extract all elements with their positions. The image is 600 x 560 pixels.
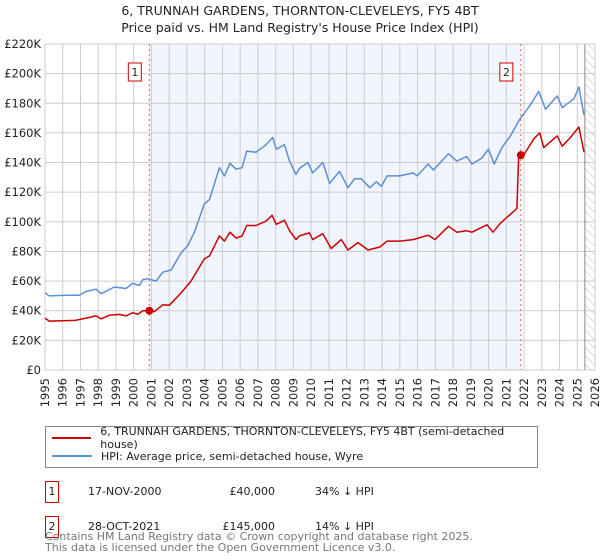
legend-swatch-hpi (52, 455, 92, 457)
series-line-hpi (44, 86, 585, 297)
series-line-property (44, 126, 585, 322)
x-tick-label: 2019 (464, 378, 478, 407)
footer-licence: This data is licensed under the Open Gov… (45, 541, 396, 554)
x-tick-label: 1996 (56, 378, 70, 407)
y-tick-label: £220K (4, 37, 41, 51)
legend-label-hpi: HPI: Average price, semi-detached house,… (101, 449, 364, 463)
x-tick-label: 2003 (180, 378, 194, 407)
y-tick-label: £180K (4, 96, 41, 110)
sale-row-1: 1 17-NOV-2000 £40,000 34% ↓ HPI (45, 481, 565, 503)
x-tick-label: 1999 (109, 378, 123, 407)
legend: 6, TRUNNAH GARDENS, THORNTON-CLEVELEYS, … (45, 425, 538, 468)
x-tick-label: 2013 (357, 378, 371, 407)
x-tick-label: 2023 (535, 378, 549, 407)
x-tick-label: 2024 (553, 378, 567, 407)
sale-date: 28-OCT-2021 (88, 520, 161, 533)
y-tick-label: £80K (12, 244, 42, 258)
x-tick-label: 1998 (91, 378, 105, 407)
sale-hpi-diff: 34% ↓ HPI (315, 485, 374, 498)
y-tick-label: £0 (26, 363, 41, 377)
x-tick-label: 2016 (411, 378, 425, 407)
x-tick-label: 2010 (304, 378, 318, 407)
x-tick-label: 2007 (251, 378, 265, 407)
x-tick-label: 2000 (127, 378, 141, 407)
x-tick-label: 2002 (162, 378, 176, 407)
chart-title: 6, TRUNNAH GARDENS, THORNTON-CLEVELEYS, … (121, 3, 479, 18)
sale-number-badge: 1 (45, 481, 59, 503)
x-tick-label: 2018 (446, 378, 460, 407)
x-tick-label: 2006 (233, 378, 247, 407)
x-tick-label: 2005 (215, 378, 229, 407)
sale-point-1 (145, 306, 154, 315)
y-tick-label: £40K (12, 304, 42, 318)
y-tick-label: £200K (4, 67, 41, 81)
forecast-hatch (584, 44, 595, 370)
x-tick-label: 2025 (570, 378, 584, 407)
x-tick-label: 2026 (588, 378, 600, 407)
ownership-shading (149, 44, 521, 370)
sale-hpi-diff: 14% ↓ HPI (315, 520, 374, 533)
x-tick-label: 2012 (340, 378, 354, 407)
x-tick-label: 1995 (38, 378, 52, 407)
x-tick-label: 2004 (198, 378, 212, 407)
y-tick-label: £120K (4, 185, 41, 199)
sale-date: 17-NOV-2000 (88, 485, 162, 498)
x-tick-label: 2011 (322, 378, 336, 407)
legend-label-property: 6, TRUNNAH GARDENS, THORNTON-CLEVELEYS, … (100, 425, 505, 451)
legend-item-property: 6, TRUNNAH GARDENS, THORNTON-CLEVELEYS, … (52, 425, 537, 451)
sale-price: £40,000 (229, 485, 276, 498)
y-tick-label: £100K (4, 215, 41, 229)
x-tick-label: 2017 (428, 378, 442, 407)
sale-price: £145,000 (222, 520, 276, 533)
footer-copyright: Contains HM Land Registry data © Crown c… (45, 530, 473, 543)
plot-border (44, 43, 596, 371)
x-tick-label: 2008 (269, 378, 283, 407)
x-tick-label: 2009 (286, 378, 300, 407)
sale-label-2: 2 (503, 66, 510, 79)
x-tick-label: 1997 (73, 378, 87, 407)
x-tick-label: 2020 (482, 378, 496, 407)
legend-swatch-property (52, 437, 92, 439)
sale-label-1: 1 (131, 66, 138, 79)
x-tick-label: 2021 (499, 378, 513, 407)
sale-label-box-1 (127, 62, 142, 82)
legend-item-hpi: HPI: Average price, semi-detached house,… (52, 448, 363, 464)
sale-label-box-2 (499, 62, 514, 82)
price-chart: £0 £20K £40K £60K £80K £100K £120K £140K £160K £1… (4, 37, 600, 407)
x-tick-label: 2022 (517, 378, 531, 407)
x-tick-label: 2001 (144, 378, 158, 407)
y-tick-label: £160K (4, 126, 41, 140)
chart-subtitle: Price paid vs. HM Land Registry's House … (121, 20, 479, 35)
y-tick-label: £60K (12, 274, 42, 288)
x-tick-label: 2015 (393, 378, 407, 407)
sale-point-2 (516, 151, 525, 160)
x-tick-label: 2014 (375, 378, 389, 407)
sale-number-badge: 2 (45, 516, 59, 538)
y-tick-label: £140K (4, 156, 41, 170)
sale-row-2: 2 28-OCT-2021 £145,000 14% ↓ HPI (45, 516, 565, 538)
y-tick-label: £20K (12, 333, 42, 347)
